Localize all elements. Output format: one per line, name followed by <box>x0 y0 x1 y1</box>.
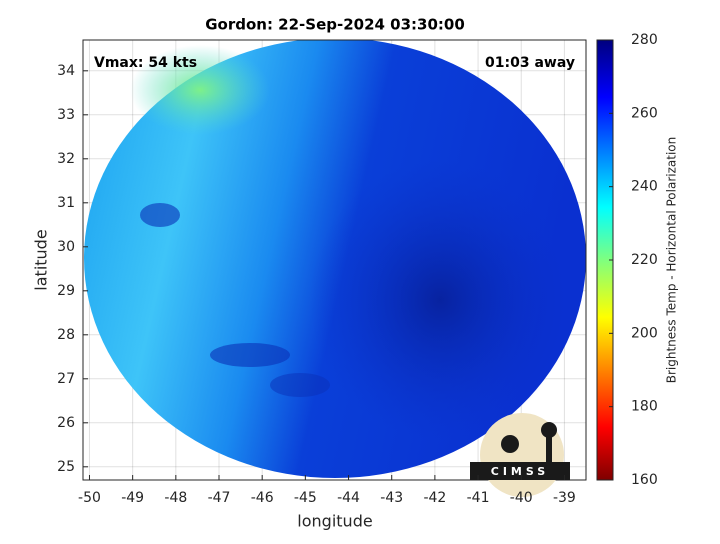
colorbar-tick-label: 260 <box>631 105 658 121</box>
colorbar-tick-label: 200 <box>631 325 658 341</box>
y-tick-label: 28 <box>57 327 75 343</box>
y-tick-label: 33 <box>57 107 75 123</box>
colorbar-label: Brightness Temp - Horizontal Polarizatio… <box>665 137 679 384</box>
satellite-image <box>84 40 586 478</box>
y-tick-label: 29 <box>57 283 75 299</box>
y-tick-label: 25 <box>57 459 75 475</box>
colorbar-tick-label: 160 <box>631 472 658 488</box>
colorbar-tick-label: 280 <box>631 32 658 48</box>
x-tick-label: -47 <box>208 490 231 506</box>
y-tick-label: 30 <box>57 239 75 255</box>
colorbar-tick-label: 180 <box>631 399 658 415</box>
logo-text: CIMSS <box>491 465 549 478</box>
annotation: Vmax: 54 kts <box>94 55 197 71</box>
x-tick-label: -50 <box>78 490 101 506</box>
y-tick-label: 26 <box>57 415 75 431</box>
x-tick-label: -40 <box>510 490 533 506</box>
x-axis-label: longitude <box>297 512 372 531</box>
chart-title: Gordon: 22-Sep-2024 03:30:00 <box>205 16 465 34</box>
x-tick-label: -48 <box>164 490 187 506</box>
y-tick-label: 32 <box>57 151 75 167</box>
x-tick-label: -41 <box>467 490 490 506</box>
x-tick-label: -49 <box>121 490 144 506</box>
x-tick-label: -42 <box>423 490 446 506</box>
x-tick-label: -46 <box>251 490 274 506</box>
x-tick-label: -43 <box>380 490 403 506</box>
colorbar-tick-label: 220 <box>631 252 658 268</box>
cimss-logo: CIMSS <box>470 413 570 497</box>
y-tick-label: 34 <box>57 63 75 79</box>
plot-frame <box>82 39 587 481</box>
x-tick-label: -39 <box>553 490 576 506</box>
y-tick-label: 27 <box>57 371 75 387</box>
colorbar-tick-label: 240 <box>631 179 658 195</box>
y-axis-label: latitude <box>32 229 51 290</box>
x-tick-label: -45 <box>294 490 317 506</box>
annotation: 01:03 away <box>485 55 575 71</box>
y-tick-label: 31 <box>57 195 75 211</box>
x-tick-label: -44 <box>337 490 360 506</box>
